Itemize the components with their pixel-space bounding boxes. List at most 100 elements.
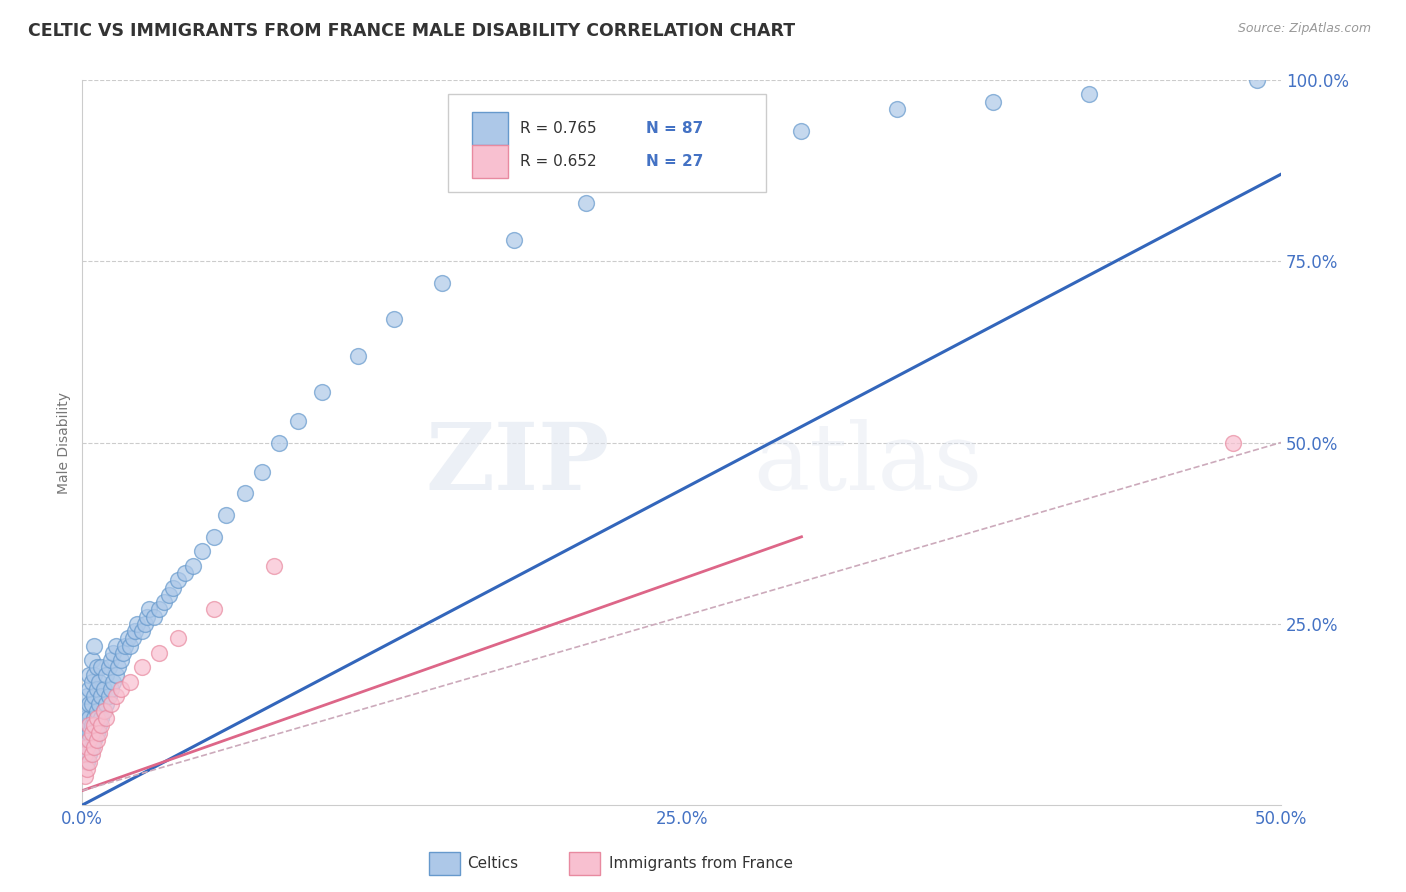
Point — [83, 718, 105, 732]
Point — [93, 704, 115, 718]
Point — [120, 639, 142, 653]
Point — [100, 697, 122, 711]
Bar — [472, 145, 508, 178]
Point — [647, 167, 669, 181]
Point — [90, 660, 112, 674]
Point — [79, 725, 101, 739]
Point — [191, 544, 214, 558]
Point — [79, 681, 101, 696]
Point — [90, 718, 112, 732]
Point — [250, 465, 273, 479]
Text: ZIP: ZIP — [426, 419, 610, 509]
Point — [886, 102, 908, 116]
Point — [96, 667, 118, 681]
Point — [1246, 73, 1268, 87]
Point — [1078, 87, 1101, 102]
Point — [86, 725, 108, 739]
Point — [100, 653, 122, 667]
Point — [73, 711, 96, 725]
Point — [79, 747, 101, 762]
Point — [112, 646, 135, 660]
Point — [103, 674, 125, 689]
Text: CELTIC VS IMMIGRANTS FROM FRANCE MALE DISABILITY CORRELATION CHART: CELTIC VS IMMIGRANTS FROM FRANCE MALE DI… — [28, 22, 796, 40]
Text: N = 87: N = 87 — [645, 121, 703, 136]
Point — [127, 616, 149, 631]
Point — [162, 581, 184, 595]
Point — [107, 660, 129, 674]
Point — [79, 667, 101, 681]
Point — [87, 725, 110, 739]
Point — [83, 732, 105, 747]
Point — [502, 232, 524, 246]
Point — [148, 602, 170, 616]
Text: R = 0.652: R = 0.652 — [520, 154, 596, 169]
Point — [80, 653, 103, 667]
Point — [86, 660, 108, 674]
Point — [93, 681, 115, 696]
Point — [83, 667, 105, 681]
Point — [575, 196, 598, 211]
Point — [87, 674, 110, 689]
Point — [93, 704, 115, 718]
Point — [718, 145, 741, 160]
Text: R = 0.765: R = 0.765 — [520, 121, 596, 136]
Point — [382, 312, 405, 326]
Point — [79, 732, 101, 747]
Point — [153, 595, 176, 609]
Point — [76, 732, 98, 747]
Point — [87, 718, 110, 732]
Point — [73, 747, 96, 762]
Point — [73, 725, 96, 739]
Point — [430, 276, 453, 290]
Point — [311, 384, 333, 399]
Point — [80, 674, 103, 689]
Point — [120, 674, 142, 689]
Point — [267, 435, 290, 450]
Point — [100, 681, 122, 696]
Point — [138, 602, 160, 616]
Point — [981, 95, 1004, 109]
Point — [87, 697, 110, 711]
Point — [167, 632, 190, 646]
Point — [104, 690, 127, 704]
Point — [79, 697, 101, 711]
Point — [110, 681, 132, 696]
Point — [181, 558, 204, 573]
FancyBboxPatch shape — [449, 95, 765, 193]
Text: Immigrants from France: Immigrants from France — [609, 856, 793, 871]
Point — [134, 616, 156, 631]
Point — [233, 486, 256, 500]
Point — [202, 602, 225, 616]
Point — [121, 632, 143, 646]
Point — [167, 574, 190, 588]
Point — [110, 653, 132, 667]
Point — [143, 609, 166, 624]
Text: Source: ZipAtlas.com: Source: ZipAtlas.com — [1237, 22, 1371, 36]
Point — [103, 646, 125, 660]
Point — [148, 646, 170, 660]
Point — [157, 588, 180, 602]
Point — [97, 690, 120, 704]
Point — [73, 740, 96, 755]
Point — [287, 414, 309, 428]
Point — [76, 704, 98, 718]
Point — [96, 697, 118, 711]
Point — [83, 711, 105, 725]
Point — [79, 755, 101, 769]
Point — [80, 718, 103, 732]
Point — [76, 755, 98, 769]
Point — [347, 349, 370, 363]
Point — [104, 639, 127, 653]
Point — [90, 690, 112, 704]
Point — [131, 660, 153, 674]
Point — [76, 718, 98, 732]
Point — [1222, 435, 1244, 450]
Point — [131, 624, 153, 638]
Text: atlas: atlas — [754, 419, 983, 509]
Point — [97, 660, 120, 674]
Point — [73, 769, 96, 783]
Point — [90, 711, 112, 725]
Point — [790, 124, 813, 138]
Point — [86, 681, 108, 696]
Point — [83, 740, 105, 755]
